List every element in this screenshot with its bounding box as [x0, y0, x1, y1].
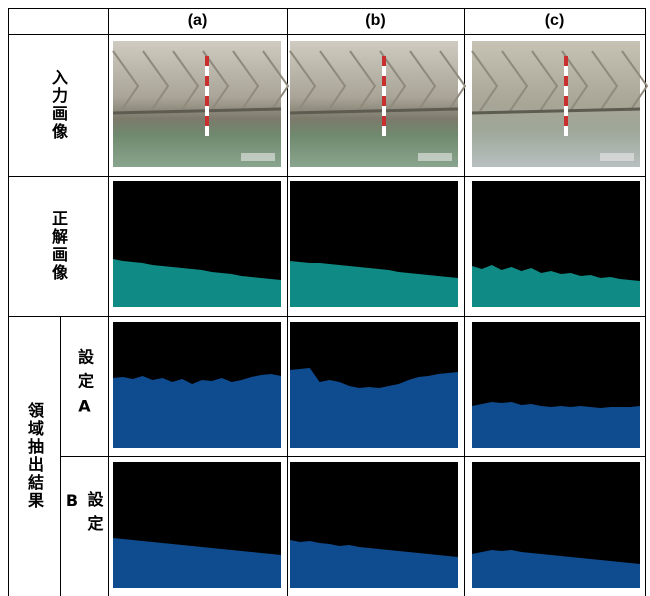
survey-rod	[205, 126, 209, 136]
wall-edge	[112, 107, 282, 115]
ground-truth-image	[290, 181, 458, 307]
survey-rod	[205, 86, 209, 96]
wall-edge	[289, 107, 459, 115]
survey-rod	[564, 96, 568, 106]
survey-rod	[564, 106, 568, 116]
survey-rod	[382, 66, 386, 76]
survey-rod	[205, 56, 209, 66]
result-image	[113, 462, 281, 588]
timestamp	[600, 153, 634, 161]
column-header: (a)	[187, 12, 208, 29]
wall-pattern	[501, 50, 529, 112]
wall-pattern	[202, 50, 230, 112]
wall-pattern	[471, 50, 499, 112]
survey-rod	[564, 76, 568, 86]
wall-pattern	[621, 50, 649, 112]
survey-rod	[564, 116, 568, 126]
row-label: 領域抽出結果	[25, 402, 44, 510]
sub-label: 設定B	[62, 491, 104, 539]
survey-rod	[564, 66, 568, 76]
region	[290, 368, 458, 448]
survey-rod	[205, 106, 209, 116]
region	[472, 550, 640, 588]
wall-pattern	[531, 50, 559, 112]
wall-pattern	[439, 50, 467, 112]
region	[113, 538, 281, 588]
row-label: 入力画像	[49, 69, 68, 141]
result-image	[113, 322, 281, 448]
survey-rod	[382, 106, 386, 116]
region	[472, 265, 640, 307]
wall-pattern	[112, 50, 140, 112]
result-image	[290, 322, 458, 448]
region	[472, 402, 640, 448]
timestamp	[241, 153, 275, 161]
row-label: 正解画像	[49, 210, 68, 282]
wall-pattern	[142, 50, 170, 112]
wall-pattern	[232, 50, 260, 112]
wall-pattern	[561, 50, 589, 112]
column-header: (b)	[365, 12, 386, 29]
wall-pattern	[409, 50, 437, 112]
wall-pattern	[379, 50, 407, 112]
survey-rod	[564, 56, 568, 66]
survey-rod	[382, 126, 386, 136]
result-image	[290, 462, 458, 588]
survey-rod	[205, 76, 209, 86]
survey-rod	[564, 86, 568, 96]
wall-pattern	[591, 50, 619, 112]
survey-rod	[382, 96, 386, 106]
photo	[472, 41, 640, 167]
survey-rod	[382, 116, 386, 126]
wall-pattern	[349, 50, 377, 112]
survey-rod	[564, 126, 568, 136]
region	[290, 261, 458, 307]
table-grid	[8, 8, 646, 596]
wall-pattern	[172, 50, 200, 112]
survey-rod	[205, 116, 209, 126]
wall-pattern	[289, 50, 317, 112]
sub-label: 設定A	[75, 348, 94, 424]
photo	[113, 41, 281, 167]
region	[290, 540, 458, 588]
survey-rod	[205, 66, 209, 76]
ground-truth-image	[113, 181, 281, 307]
input-image	[289, 41, 467, 167]
region	[113, 259, 281, 307]
survey-rod	[382, 86, 386, 96]
survey-rod	[382, 56, 386, 66]
input-image	[471, 41, 649, 167]
wall-edge	[471, 107, 641, 115]
result-image	[472, 322, 640, 448]
timestamp	[418, 153, 452, 161]
wall-pattern	[319, 50, 347, 112]
column-header: (c)	[544, 12, 565, 29]
survey-rod	[382, 76, 386, 86]
photo	[290, 41, 458, 167]
survey-rod	[205, 96, 209, 106]
ground-truth-image	[472, 181, 640, 307]
result-image	[472, 462, 640, 588]
wall-pattern	[262, 50, 290, 112]
input-image	[112, 41, 290, 167]
region	[113, 374, 281, 448]
